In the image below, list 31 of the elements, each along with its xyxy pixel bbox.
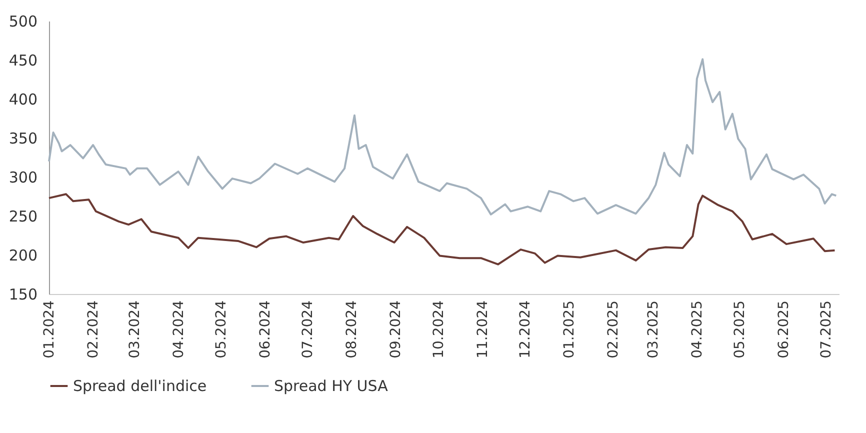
x-tick-label: 04.2024	[170, 300, 187, 358]
x-tick-label: 05.2024	[213, 300, 230, 358]
x-tick-label: 03.2025	[645, 300, 662, 358]
y-tick-label: 450	[8, 52, 38, 70]
x-tick-label: 09.2024	[388, 300, 404, 358]
x-tick-label: 06.2025	[776, 300, 792, 358]
x-tick-label: 01.2025	[562, 300, 578, 358]
line-series	[48, 193, 836, 266]
legend-label: Spread dell'indice	[73, 377, 207, 395]
y-tick-label: 500	[8, 12, 38, 30]
x-tick-label: 05.2025	[732, 300, 748, 358]
x-tick-label: 02.2024	[86, 300, 102, 358]
x-tick-label: 06.2024	[257, 300, 274, 358]
x-tick-label: 10.2024	[430, 300, 447, 358]
x-tick-label: 07.2025	[818, 300, 835, 358]
y-tick-label: 250	[8, 208, 38, 226]
y-tick-label: 350	[8, 130, 38, 148]
x-tick-label: 12.2024	[517, 300, 534, 358]
x-tick-label: 02.2025	[606, 300, 622, 358]
y-tick-label: 200	[8, 246, 38, 264]
x-tick-label: 03.2024	[126, 300, 143, 358]
x-tick-label: 01.2024	[42, 300, 58, 358]
x-tick-label: 07.2024	[300, 300, 316, 358]
x-tick-label: 11.2024	[474, 300, 491, 358]
y-tick-label: 300	[8, 168, 38, 186]
line-series	[48, 58, 838, 216]
x-tick-label: 08.2024	[344, 300, 360, 358]
x-tick-label: 04.2025	[689, 300, 706, 358]
legend-label: Spread HY USA	[274, 377, 389, 395]
y-tick-label: 150	[8, 286, 38, 304]
y-tick-label: 400	[8, 90, 38, 108]
